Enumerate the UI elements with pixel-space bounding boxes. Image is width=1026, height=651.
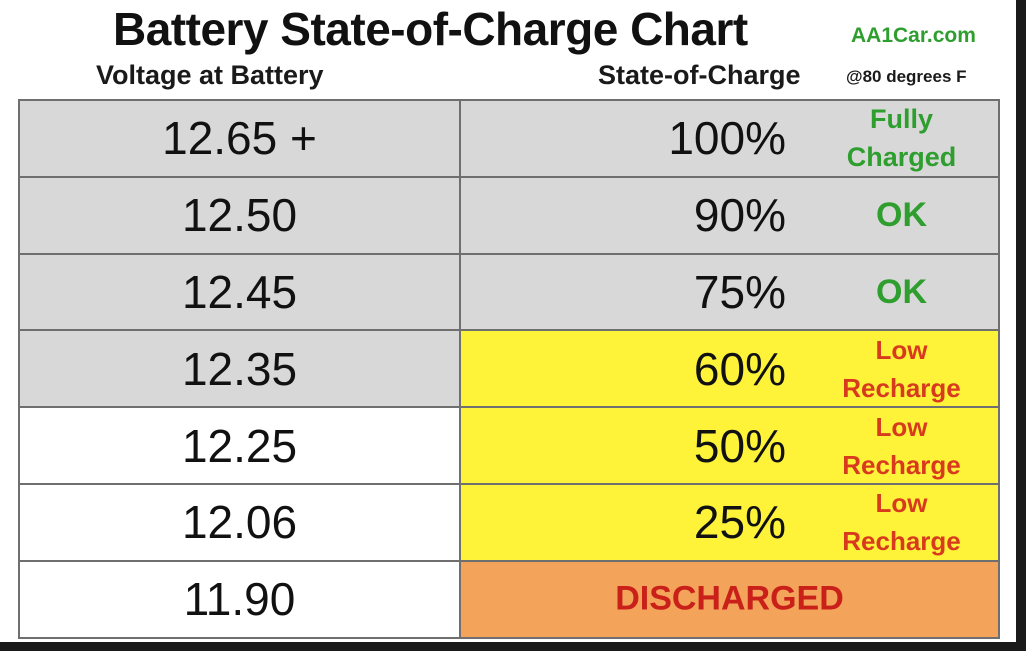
charge-percent: 100% [668,112,786,165]
frame-edge-bottom [0,642,1026,651]
table-row: 12.45 75% OK [18,252,1000,332]
charge-percent: 75% [693,265,786,318]
temperature-note: @80 degrees F [846,67,967,86]
table-row: 12.35 60% Low Recharge [18,329,1000,409]
status-line-1: Low [875,488,928,519]
voltage-cell: 12.35 [18,329,461,409]
charge-percent: 90% [693,189,786,242]
voltage-cell: 12.06 [18,482,461,562]
table-row: 12.50 90% OK [18,175,1000,255]
charge-percent: 60% [693,342,786,395]
charge-cell: DISCHARGED [459,559,1000,639]
status-label: Low Recharge [819,484,984,560]
charge-table: 12.65 + 100% Fully Charged 12.50 90% OK [18,99,1000,639]
voltage-cell: 12.65 + [18,99,461,178]
status-label: Low Recharge [819,408,984,484]
table-row: 12.25 50% Low Recharge [18,406,1000,485]
table-row: 11.90 DISCHARGED [18,559,1000,639]
status-line-1: Low [875,411,928,442]
status-label: OK [876,272,927,311]
charge-cell: 25% Low Recharge [459,482,1000,562]
voltage-column-header: Voltage at Battery [96,60,324,90]
status-line-2: Recharge [842,372,961,403]
charge-cell: 60% Low Recharge [459,329,1000,409]
brand-label: AA1Car.com [851,24,976,47]
status-line-2: Recharge [842,526,961,557]
charge-cell: 75% OK [459,252,1000,332]
voltage-cell: 12.25 [18,406,461,485]
table-row: 12.65 + 100% Fully Charged [18,99,1000,178]
discharged-label: DISCHARGED [615,579,844,618]
status-label: Low Recharge [819,331,984,407]
voltage-cell: 11.90 [18,559,461,639]
charge-cell: 100% Fully Charged [459,99,1000,178]
charge-percent: 25% [693,496,786,549]
status-label: Fully Charged [819,100,984,176]
voltage-cell: 12.45 [18,252,461,332]
status-line-1: Low [875,334,928,365]
status-line-1: Fully [869,104,933,135]
chart-title: Battery State-of-Charge Chart [113,3,748,55]
voltage-cell: 12.50 [18,175,461,255]
charge-percent: 50% [693,419,786,472]
status-label: OK [876,196,927,235]
charge-column-header: State-of-Charge [598,60,801,90]
status-line-2: Recharge [842,449,961,480]
status-line-2: Charged [846,142,957,173]
frame-edge-right [1016,0,1026,651]
table-row: 12.06 25% Low Recharge [18,482,1000,562]
charge-cell: 90% OK [459,175,1000,255]
charge-cell: 50% Low Recharge [459,406,1000,485]
